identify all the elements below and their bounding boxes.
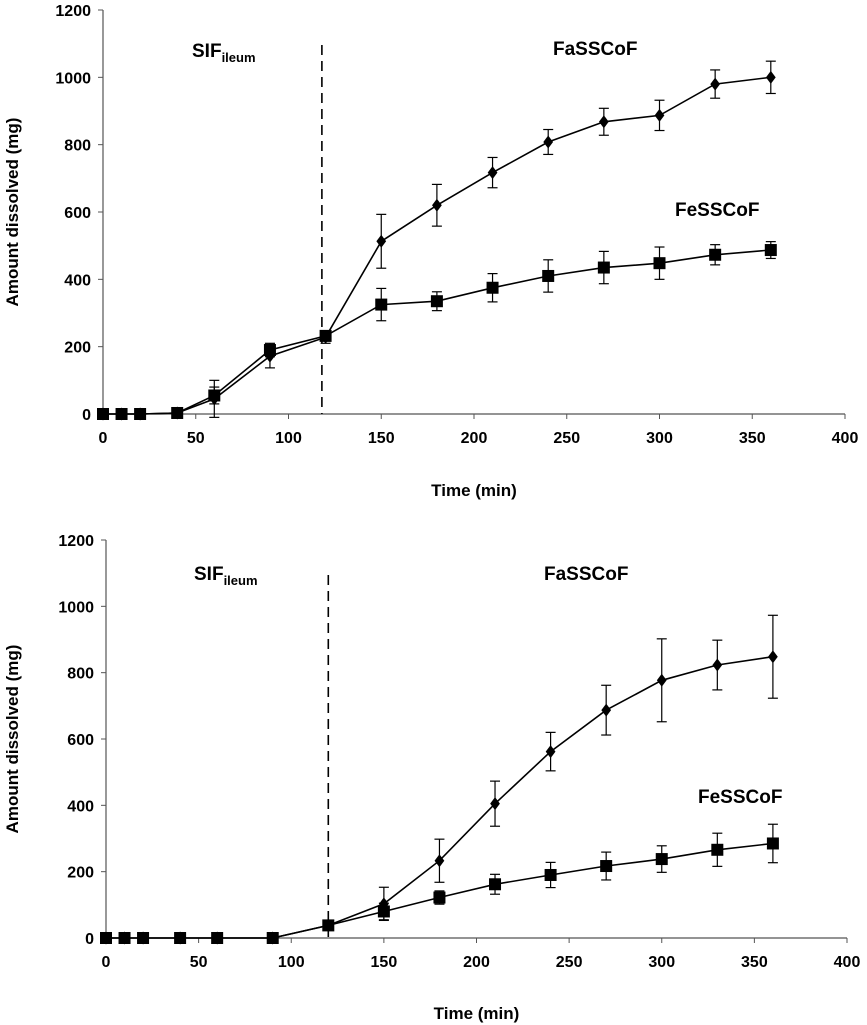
x-tick-label: 0 xyxy=(102,954,111,971)
data-point-square xyxy=(174,932,187,944)
series-square xyxy=(97,241,777,420)
data-point-diamond xyxy=(598,115,609,129)
x-tick-label: 300 xyxy=(648,954,675,971)
data-point-diamond xyxy=(490,797,500,811)
data-point-diamond xyxy=(432,198,442,212)
chart-panel-2: 0 200 400 600 800 1000 1200 0 50 100 150 200 250 300 3… xyxy=(3,533,860,1023)
data-point-square xyxy=(486,281,499,294)
annotation-sif-subscript: ileum xyxy=(224,573,258,588)
y-tick-label: 400 xyxy=(64,272,91,289)
data-point-square xyxy=(430,295,443,308)
x-axis-title: Time (min) xyxy=(431,481,517,500)
data-point-square xyxy=(653,257,666,270)
data-point-square xyxy=(319,329,332,342)
annotation-medium-fasscof: FaSSCoF xyxy=(553,39,637,60)
x-tick-label: 50 xyxy=(190,954,208,971)
x-tick-label: 0 xyxy=(99,430,108,447)
data-point-square xyxy=(322,919,335,932)
x-tick-label: 150 xyxy=(368,430,395,447)
y-tick-label: 800 xyxy=(64,138,91,155)
data-point-square xyxy=(118,932,131,944)
data-point-diamond xyxy=(543,135,554,149)
data-point-diamond xyxy=(376,234,387,248)
data-point-diamond xyxy=(601,703,612,717)
annotation-series-fesscof: FeSSCoF xyxy=(698,787,782,808)
data-point-diamond xyxy=(768,650,778,664)
data-point-diamond xyxy=(434,854,445,868)
y-axis-title: Amount dissolved (mg) xyxy=(3,118,22,307)
y-tick-label: 1200 xyxy=(58,533,94,550)
data-point-square xyxy=(171,406,184,419)
data-point-square xyxy=(137,932,150,944)
x-tick-label: 300 xyxy=(646,430,673,447)
x-tick-label: 400 xyxy=(832,430,859,447)
data-point-square xyxy=(544,868,557,881)
annotation-medium-sif: SIFileum xyxy=(192,41,256,65)
data-point-square xyxy=(134,408,147,420)
y-tick-label: 800 xyxy=(67,666,94,683)
x-tick-label: 50 xyxy=(187,430,205,447)
data-point-square xyxy=(115,408,128,420)
data-point-square xyxy=(208,389,221,402)
x-tick-label: 350 xyxy=(741,954,768,971)
annotation-sif-main: SIF xyxy=(192,41,222,62)
data-point-square xyxy=(764,244,777,257)
data-point-diamond xyxy=(765,70,776,84)
y-tick-label: 0 xyxy=(85,931,94,948)
annotation-sif-main: SIF xyxy=(194,564,224,585)
x-tick-label: 100 xyxy=(278,954,305,971)
data-point-square xyxy=(655,853,668,866)
x-tick-label: 400 xyxy=(834,954,861,971)
x-tick-label: 250 xyxy=(556,954,583,971)
data-point-square xyxy=(600,860,613,873)
data-point-square xyxy=(597,261,610,274)
data-point-diamond xyxy=(712,658,723,672)
annotation-series-fesscof: FeSSCoF xyxy=(675,200,759,221)
y-tick-label: 600 xyxy=(67,732,94,749)
x-tick-label: 200 xyxy=(461,430,488,447)
data-point-square xyxy=(377,905,390,918)
y-tick-label: 400 xyxy=(67,798,94,815)
y-tick-label: 200 xyxy=(67,865,94,882)
x-axis-title: Time (min) xyxy=(434,1004,520,1023)
data-point-diamond xyxy=(545,745,556,759)
data-point-square xyxy=(266,932,279,944)
x-tick-label: 150 xyxy=(371,954,398,971)
data-point-square xyxy=(100,932,112,944)
series-line xyxy=(103,76,771,415)
annotation-medium-sif: SIFileum xyxy=(194,564,258,588)
x-tick-label: 100 xyxy=(275,430,302,447)
y-tick-label: 1200 xyxy=(55,3,91,20)
series-diamond xyxy=(98,60,776,421)
data-point-square xyxy=(433,891,446,904)
data-point-square xyxy=(97,408,109,420)
annotation-medium-fasscof: FaSSCoF xyxy=(544,564,628,585)
data-point-square xyxy=(263,344,276,357)
y-tick-label: 200 xyxy=(64,340,91,357)
y-axis-title: Amount dissolved (mg) xyxy=(3,645,22,834)
data-point-diamond xyxy=(487,166,498,180)
series-line xyxy=(103,249,771,415)
data-point-square xyxy=(766,837,779,850)
y-tick-label: 0 xyxy=(82,407,91,424)
annotation-sif-subscript: ileum xyxy=(222,50,256,65)
data-point-square xyxy=(375,298,388,311)
y-tick-label: 600 xyxy=(64,205,91,222)
chart-panel-1: 0 200 400 600 800 1000 1200 0 50 100 150 200 250 300 3… xyxy=(3,3,858,500)
x-tick-label: 350 xyxy=(739,430,766,447)
data-point-diamond xyxy=(654,108,665,122)
data-point-diamond xyxy=(710,77,721,91)
data-point-square xyxy=(211,932,224,944)
data-point-diamond xyxy=(656,673,667,687)
y-tick-label: 1000 xyxy=(55,70,91,87)
data-point-square xyxy=(489,878,502,891)
y-tick-label: 1000 xyxy=(58,599,94,616)
data-point-square xyxy=(542,269,555,282)
series-square xyxy=(100,823,779,944)
data-point-square xyxy=(709,248,722,261)
x-tick-label: 250 xyxy=(553,430,580,447)
x-tick-label: 200 xyxy=(463,954,490,971)
data-point-square xyxy=(711,843,724,856)
